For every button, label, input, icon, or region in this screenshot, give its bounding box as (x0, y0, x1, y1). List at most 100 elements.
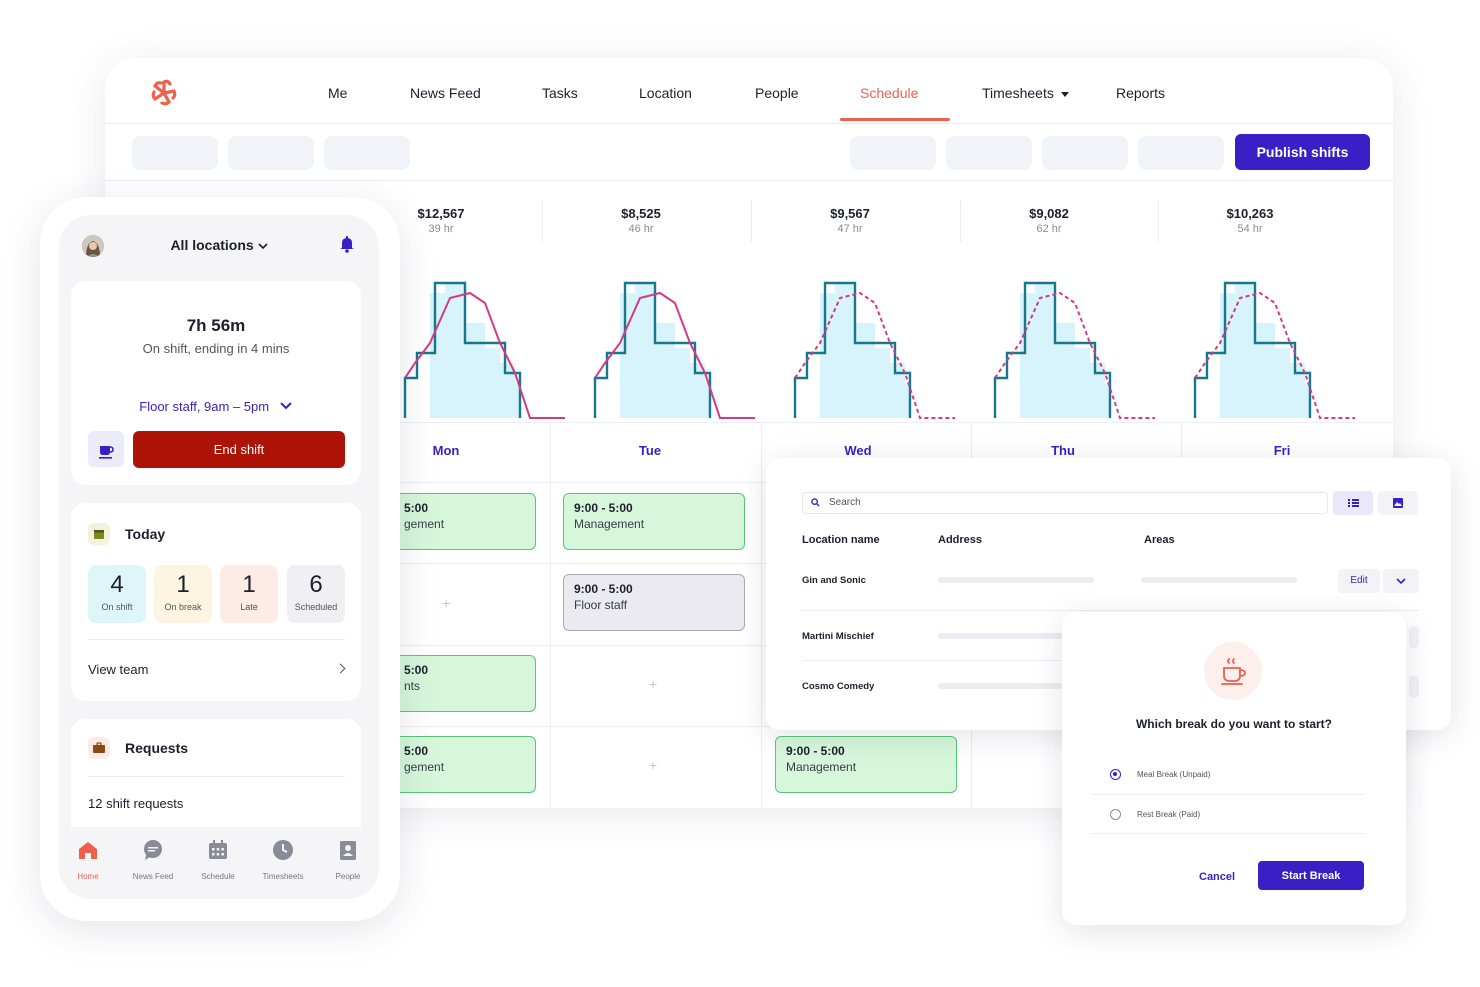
search-icon (811, 498, 820, 507)
address-placeholder (938, 683, 1068, 689)
staffing-chart (403, 281, 1355, 419)
shift-card[interactable]: 9:00 - 5:00 Management (563, 493, 745, 550)
stat-tile-scheduled[interactable]: 6 Scheduled (287, 565, 345, 623)
row-action-stub (1409, 626, 1419, 648)
tab-home[interactable]: Home (59, 839, 120, 881)
shift-role: gement (404, 517, 445, 531)
column-address[interactable]: Address (938, 534, 983, 546)
edit-location-button[interactable]: Edit (1338, 569, 1380, 593)
publish-shifts-button[interactable]: Publish shifts (1235, 134, 1370, 170)
tab-timesheets[interactable]: Timesheets (251, 839, 315, 881)
shift-card[interactable]: 9:00 - 5:00 Management (775, 736, 957, 793)
tab-people[interactable]: People (316, 839, 379, 881)
phone-frame: All locations 7h 56m On shift, ending in… (40, 197, 400, 921)
day-cost: $9,082 (1029, 206, 1069, 221)
break-button[interactable] (88, 431, 124, 467)
shift-role-selector[interactable]: Floor staff, 9am – 5pm (71, 399, 361, 414)
stat-label: Scheduled (294, 602, 338, 612)
day-hours: 47 hr (837, 223, 863, 235)
list-icon (1348, 499, 1359, 507)
current-shift-card: 7h 56m On shift, ending in 4 mins Floor … (71, 281, 361, 485)
stat-label: On break (164, 602, 202, 612)
tab-label: Home (77, 872, 99, 881)
nav-item-me[interactable]: Me (328, 85, 348, 101)
day-cost: $8,525 (621, 206, 661, 221)
view-team-link[interactable]: View team (88, 662, 149, 677)
end-shift-button[interactable]: End shift (133, 431, 345, 468)
rest-break-radio[interactable] (1110, 809, 1121, 820)
shift-card[interactable]: 5:00 nts (375, 655, 536, 712)
add-shift-icon[interactable]: + (649, 757, 658, 773)
toolbar-placeholder-button[interactable] (228, 136, 314, 170)
more-options-button[interactable] (1383, 569, 1419, 593)
toolbar-placeholder-button[interactable] (850, 136, 936, 170)
demand-area (620, 283, 710, 418)
shift-card[interactable]: 5:00 gement (375, 736, 536, 793)
staffing-day-group (793, 281, 955, 419)
cancel-button[interactable]: Cancel (1199, 871, 1236, 883)
day-cost: $9,567 (830, 206, 870, 221)
add-shift-icon[interactable]: + (649, 676, 658, 692)
search-input[interactable]: Search (802, 492, 1328, 514)
scheduled-staff-line (403, 281, 522, 418)
staffing-day-group (993, 281, 1155, 419)
avatar[interactable] (82, 235, 104, 257)
stat-tile-late[interactable]: 1 Late (220, 565, 278, 623)
meal-break-label[interactable]: Meal Break (Unpaid) (1137, 770, 1211, 779)
rest-break-label[interactable]: Rest Break (Paid) (1137, 810, 1201, 819)
shift-card[interactable]: 9:00 - 5:00 Floor staff (563, 574, 745, 631)
requests-title: Requests (125, 740, 189, 756)
shift-role-label: Floor staff, 9am – 5pm (139, 399, 270, 414)
chevron-right-icon[interactable] (335, 663, 346, 674)
location-row-name[interactable]: Martini Mischief (802, 631, 874, 642)
location-selector[interactable]: All locations (59, 237, 379, 253)
chat-bubble-icon (144, 840, 162, 860)
phone-header: All locations (59, 215, 379, 279)
nav-item-reports[interactable]: Reports (1116, 85, 1166, 101)
toolbar-placeholder-button[interactable] (1042, 136, 1128, 170)
calendar-icon (88, 523, 110, 545)
active-tab-underline (840, 118, 950, 121)
toolbar-placeholder-button[interactable] (1138, 136, 1224, 170)
toolbar-placeholder-button[interactable] (132, 136, 218, 170)
brand-logo-icon[interactable] (149, 78, 179, 108)
location-row-name[interactable]: Cosmo Comedy (802, 681, 875, 692)
stat-tile-on-shift[interactable]: 4 On shift (88, 565, 146, 623)
divider (542, 200, 543, 242)
add-shift-icon[interactable]: + (442, 595, 451, 611)
start-break-button[interactable]: Start Break (1258, 861, 1364, 890)
map-view-button[interactable] (1378, 491, 1418, 515)
nav-item-timesheets[interactable]: Timesheets (982, 85, 1069, 101)
shift-time: 5:00 (404, 744, 429, 758)
day-header-mon: Mon (432, 443, 460, 458)
meal-break-radio[interactable] (1110, 769, 1121, 780)
search-placeholder: Search (829, 497, 861, 508)
staffing-day-group (1193, 281, 1355, 419)
shift-time: 9:00 - 5:00 (574, 501, 633, 515)
nav-item-tasks[interactable]: Tasks (542, 85, 578, 101)
toolbar-placeholder-button[interactable] (946, 136, 1032, 170)
nav-item-schedule[interactable]: Schedule (860, 85, 919, 101)
nav-item-news-feed[interactable]: News Feed (410, 85, 481, 101)
option-divider (1092, 794, 1364, 795)
list-view-button[interactable] (1333, 491, 1373, 515)
bell-icon[interactable] (339, 235, 355, 253)
location-row-name[interactable]: Gin and Sonic (802, 575, 866, 586)
nav-item-timesheets-label: Timesheets (982, 85, 1054, 101)
tab-label: Timesheets (262, 872, 304, 881)
toolbar-placeholder-button[interactable] (324, 136, 410, 170)
caret-down-icon (1060, 91, 1069, 97)
day-header-tue: Tue (638, 443, 662, 458)
tab-schedule[interactable]: Schedule (186, 839, 250, 881)
shift-requests-link[interactable]: 12 shift requests (88, 796, 184, 811)
nav-item-location[interactable]: Location (639, 85, 692, 101)
address-placeholder (938, 577, 1094, 583)
stat-tile-on-break[interactable]: 1 On break (154, 565, 212, 623)
stat-value: 6 (309, 571, 323, 598)
column-areas[interactable]: Areas (1144, 534, 1175, 546)
nav-item-people[interactable]: People (755, 85, 799, 101)
shift-card[interactable]: 5:00 gement (375, 493, 536, 550)
column-location-name[interactable]: Location name (802, 534, 880, 546)
shift-role: Management (786, 760, 857, 774)
tab-news-feed[interactable]: News Feed (121, 839, 185, 881)
